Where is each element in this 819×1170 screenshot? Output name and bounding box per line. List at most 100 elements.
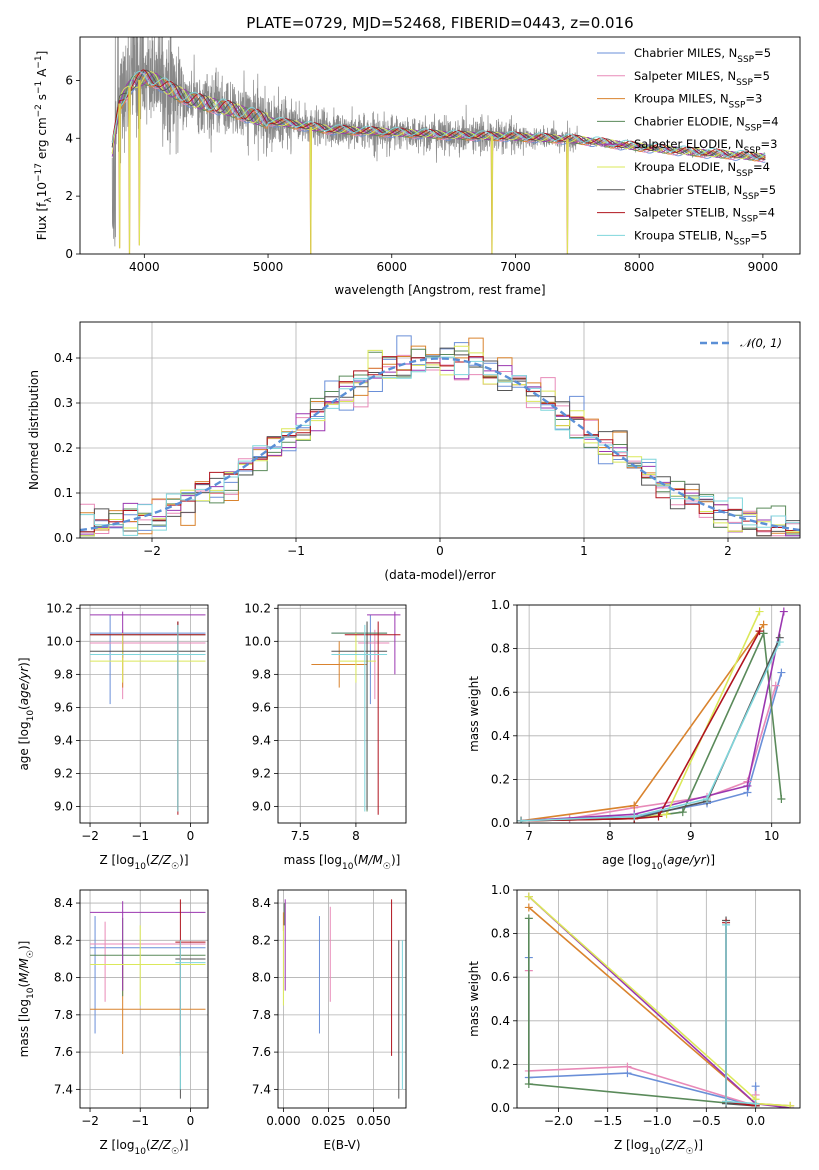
spectrum-gap-dip (138, 79, 141, 246)
y-tick-label: 9.2 (252, 766, 271, 780)
axes-frame (79, 321, 801, 539)
mass-vs-Z-plot-area (90, 899, 206, 1099)
x-tick-label: 4000 (129, 260, 160, 274)
x-tick-label: 6000 (376, 260, 407, 274)
weight-marker (524, 892, 533, 901)
x-tick-label: −1 (287, 544, 305, 558)
mass-vs-ebv-xlabel: E(B-V) (323, 1138, 360, 1152)
y-tick-label: 6 (65, 73, 73, 87)
weight-marker (524, 1080, 533, 1089)
age-vs-Z-ylabel: age [log10(age/yr)] (17, 657, 36, 770)
age-vs-mass-xlabel: mass [log10(M/M☉)] (284, 853, 401, 872)
weight-line (725, 922, 756, 1107)
residuals-ylabel: Normed distribution (27, 370, 41, 490)
residuals-plot-area (80, 335, 800, 537)
mass-weight-vs-Z-panel: −2.0 −1.5 −1.0 −0.5 0.0 0.0 0.2 0.4 0.6 0.8 1.0 Z [… (467, 883, 801, 1157)
axes-frame (79, 604, 209, 824)
y-tick-label: 8.4 (54, 896, 73, 910)
weight-marker (786, 1101, 795, 1108)
weight-marker (722, 920, 731, 929)
y-tick-label: 9.6 (252, 700, 271, 714)
weight-marker (623, 1062, 632, 1071)
y-tick-label: 8.0 (54, 971, 73, 985)
y-tick-label: 0.2 (491, 772, 510, 786)
mass-weight-vs-Z-ylabel: mass weight (467, 961, 481, 1037)
weight-marker (524, 914, 533, 923)
weight-marker (777, 668, 786, 677)
x-tick-label: 8000 (624, 260, 655, 274)
axes-frame (516, 889, 801, 1109)
axes-frame (277, 604, 407, 824)
x-tick-label: −1 (131, 829, 149, 843)
weight-marker (722, 1097, 731, 1106)
x-tick-label: 8 (352, 829, 360, 843)
legend-label: Salpeter ELODIE, NSSP=3 (634, 137, 777, 156)
weight-line (520, 611, 761, 822)
y-tick-label: 9.2 (54, 766, 73, 780)
weight-marker (779, 607, 788, 616)
weight-line (528, 895, 791, 1107)
y-tick-label: 0.8 (491, 642, 510, 656)
weight-line (528, 970, 757, 1107)
mass-weight-vs-age-xlabel: age [log10(age/yr)] (602, 853, 715, 872)
x-tick-label: 0.000 (266, 1114, 300, 1128)
weight-line (520, 685, 777, 822)
y-tick-label: 0.6 (491, 970, 510, 984)
y-tick-label: 0.2 (54, 441, 73, 455)
weight-marker (703, 795, 712, 804)
weight-marker (751, 1099, 760, 1108)
weight-marker (630, 812, 639, 821)
legend-label: Kroupa MILES, NSSP=3 (634, 92, 762, 111)
y-tick-label: 0.4 (491, 729, 510, 743)
mass-vs-ebv-panel: 0.000 0.025 0.050 7.4 7.6 7.8 8.0 8.2 8.4 E(B-V) (252, 889, 407, 1152)
weight-marker (678, 808, 687, 817)
spectrum-gap-dip (309, 126, 312, 254)
y-tick-label: 0.0 (54, 531, 73, 545)
age-vs-mass-panel: 7.5 8 9.0 9.2 9.4 9.6 9.8 10.0 10.2 mass [log10(M… (244, 601, 407, 872)
spectrum-gap-dip (128, 87, 131, 254)
legend-label: Kroupa STELIB, NSSP=5 (634, 228, 767, 247)
y-tick-label: 0.8 (491, 927, 510, 941)
weight-marker (759, 629, 768, 638)
spectrum-model-line (111, 69, 766, 160)
weight-line (520, 611, 785, 822)
mass-weight-vs-Z-plot-area (524, 892, 795, 1108)
y-tick-label: 9.4 (252, 733, 271, 747)
y-tick-label: 10.0 (244, 634, 271, 648)
y-tick-label: 7.8 (252, 1008, 271, 1022)
weight-marker (755, 607, 764, 616)
y-tick-label: 9.6 (54, 700, 73, 714)
weight-marker (743, 781, 752, 790)
legend-label: Chabrier MILES, NSSP=5 (634, 46, 771, 65)
y-tick-label: 2 (65, 189, 73, 203)
y-tick-label: 0.1 (54, 486, 73, 500)
x-tick-label: 5000 (253, 260, 284, 274)
x-tick-label: −2 (81, 1114, 99, 1128)
y-tick-label: 8.2 (54, 933, 73, 947)
y-tick-label: 0 (65, 247, 73, 261)
x-tick-label: 0 (436, 544, 444, 558)
legend-label: Salpeter STELIB, NSSP=4 (634, 206, 775, 225)
x-tick-label: 0.025 (311, 1114, 345, 1128)
y-tick-label: 9.0 (54, 799, 73, 813)
mass-weight-vs-age-plot-area (517, 607, 788, 823)
x-tick-label: 7000 (500, 260, 531, 274)
y-tick-label: 0.0 (491, 1101, 510, 1115)
weight-marker (751, 1082, 760, 1091)
y-tick-label: 7.6 (54, 1045, 73, 1059)
weight-marker (524, 903, 533, 912)
x-tick-label: 0 (187, 1114, 195, 1128)
y-tick-label: 9.4 (54, 733, 73, 747)
axes-frame (79, 889, 209, 1109)
y-tick-label: 7.8 (54, 1008, 73, 1022)
hist-step (80, 356, 800, 536)
weight-line (725, 920, 756, 1107)
x-tick-label: 1 (580, 544, 588, 558)
weight-marker (755, 627, 764, 636)
residuals-panel: −2 −1 0 1 2 0.0 0.1 0.2 0.3 0.4 (data-model)/error… (27, 321, 801, 582)
x-tick-label: −1 (131, 1114, 149, 1128)
legend-label: Chabrier ELODIE, NSSP=4 (634, 114, 779, 133)
x-tick-label: 10 (764, 829, 779, 843)
x-tick-label: 7.5 (291, 829, 310, 843)
